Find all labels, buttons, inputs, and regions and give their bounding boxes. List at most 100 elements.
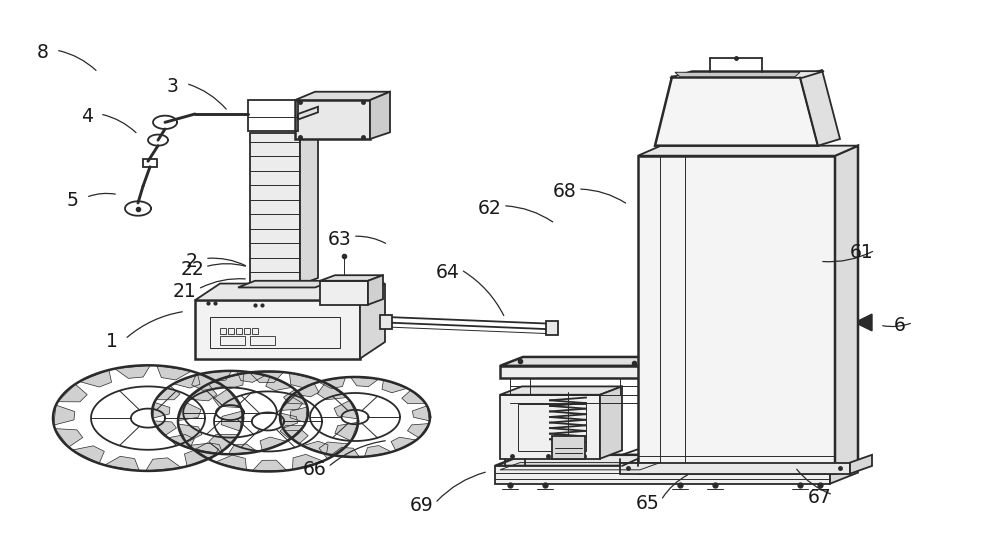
Polygon shape (500, 366, 642, 378)
Polygon shape (351, 377, 379, 386)
Polygon shape (188, 384, 217, 401)
Polygon shape (303, 441, 328, 454)
Polygon shape (670, 71, 824, 78)
Polygon shape (495, 455, 858, 466)
Polygon shape (638, 156, 835, 473)
Polygon shape (295, 92, 390, 100)
Polygon shape (195, 284, 385, 300)
Polygon shape (189, 443, 219, 460)
Polygon shape (642, 357, 665, 378)
Bar (244, 328, 250, 334)
Text: 5: 5 (67, 191, 79, 210)
Bar (380, 315, 392, 329)
Polygon shape (334, 400, 358, 419)
Polygon shape (280, 425, 304, 439)
Polygon shape (317, 383, 347, 400)
Polygon shape (402, 390, 425, 404)
Bar (220, 328, 226, 334)
Polygon shape (156, 386, 180, 400)
Polygon shape (252, 460, 287, 471)
Polygon shape (154, 421, 176, 435)
Polygon shape (285, 430, 308, 444)
Polygon shape (115, 365, 150, 379)
Text: 64: 64 (436, 263, 460, 282)
Text: 3: 3 (167, 77, 179, 96)
Bar (236, 328, 242, 334)
Polygon shape (280, 413, 298, 428)
Polygon shape (800, 70, 840, 146)
Polygon shape (295, 100, 370, 139)
Polygon shape (192, 373, 224, 390)
Polygon shape (184, 449, 217, 466)
Text: 2: 2 (186, 252, 198, 271)
Polygon shape (281, 396, 302, 410)
Polygon shape (55, 429, 83, 447)
Polygon shape (835, 146, 858, 473)
Polygon shape (335, 422, 358, 441)
Polygon shape (238, 281, 333, 287)
Polygon shape (260, 437, 286, 450)
Polygon shape (290, 407, 307, 423)
Polygon shape (221, 411, 242, 431)
Polygon shape (250, 133, 300, 285)
Polygon shape (237, 371, 265, 383)
Polygon shape (203, 371, 232, 381)
Polygon shape (294, 384, 319, 397)
Polygon shape (213, 389, 241, 408)
Text: 1: 1 (106, 332, 118, 351)
Polygon shape (213, 373, 244, 389)
Polygon shape (495, 466, 830, 484)
Polygon shape (638, 146, 858, 156)
Polygon shape (195, 443, 223, 454)
Polygon shape (216, 455, 247, 470)
Text: 22: 22 (180, 260, 204, 279)
Polygon shape (209, 434, 238, 452)
Polygon shape (266, 377, 292, 391)
Polygon shape (168, 434, 194, 448)
Polygon shape (620, 463, 850, 474)
Polygon shape (178, 424, 202, 443)
Polygon shape (370, 92, 390, 139)
Text: 6: 6 (894, 316, 906, 335)
Polygon shape (298, 107, 318, 120)
Text: 67: 67 (808, 488, 832, 507)
Polygon shape (850, 455, 872, 474)
Polygon shape (300, 127, 318, 285)
Polygon shape (500, 395, 600, 459)
Polygon shape (54, 405, 75, 425)
Polygon shape (382, 380, 407, 393)
Text: 65: 65 (636, 494, 660, 513)
Polygon shape (855, 314, 872, 331)
Text: 21: 21 (173, 282, 197, 301)
Bar (518, 404, 586, 451)
Polygon shape (153, 403, 170, 418)
Bar (220, 336, 245, 345)
Polygon shape (319, 442, 348, 459)
Text: 66: 66 (303, 460, 327, 479)
Polygon shape (830, 455, 858, 484)
Polygon shape (146, 458, 181, 471)
Polygon shape (368, 275, 383, 305)
Polygon shape (105, 456, 139, 471)
Text: 68: 68 (553, 182, 577, 201)
Polygon shape (178, 402, 201, 421)
Polygon shape (289, 373, 320, 388)
Text: 62: 62 (478, 199, 502, 218)
Polygon shape (72, 446, 104, 463)
Polygon shape (318, 378, 346, 389)
Bar (546, 321, 558, 335)
Polygon shape (292, 454, 323, 470)
Polygon shape (331, 448, 359, 457)
Text: 4: 4 (81, 107, 93, 126)
Polygon shape (412, 406, 430, 421)
Bar (252, 328, 258, 334)
Polygon shape (228, 444, 257, 454)
Text: 63: 63 (328, 230, 352, 249)
Polygon shape (655, 77, 818, 146)
Polygon shape (360, 284, 385, 359)
Polygon shape (157, 365, 191, 380)
Bar (210, 317, 340, 348)
Bar (250, 336, 275, 345)
Polygon shape (174, 375, 200, 388)
Text: 8: 8 (37, 43, 49, 62)
